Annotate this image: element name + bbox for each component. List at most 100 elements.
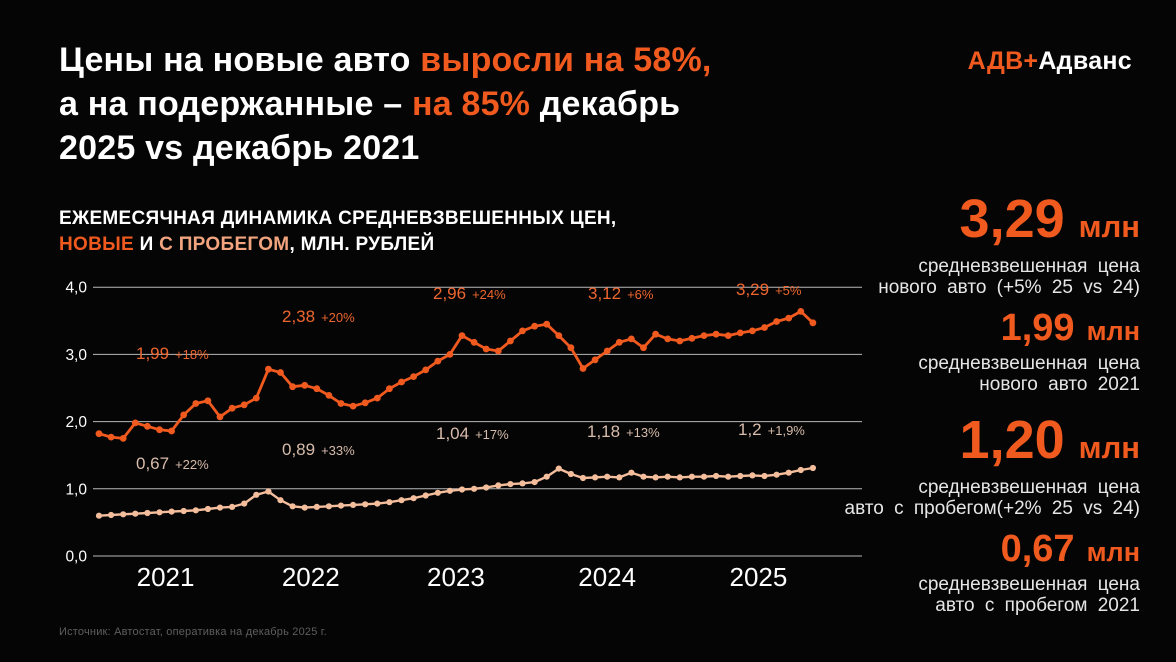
data-label: 1,99 +18% <box>136 344 209 364</box>
data-point <box>676 337 684 345</box>
data-point <box>615 338 623 346</box>
data-point <box>180 507 187 515</box>
data-point <box>519 327 526 335</box>
data-point <box>579 365 587 372</box>
data-point <box>543 320 551 328</box>
title-line: Цены на новые авто выросли на 58%, <box>59 38 712 82</box>
stat-value: 0,67 млн <box>845 527 1140 574</box>
data-label-percent: +22% <box>175 457 209 472</box>
data-point <box>458 332 466 339</box>
data-point <box>604 473 611 480</box>
data-point <box>616 474 623 481</box>
subtitle-line: ЕЖЕМЕСЯЧНАЯ ДИНАМИКА СРЕДНЕВЗВЕШЕННЫХ ЦЕ… <box>59 206 617 232</box>
x-tick-label: 2023 <box>427 562 485 592</box>
data-point <box>507 481 514 488</box>
data-point <box>531 479 538 486</box>
data-label-percent: +5% <box>775 283 802 298</box>
data-point <box>119 435 127 442</box>
data-point <box>688 334 696 342</box>
data-label-percent: +20% <box>321 310 355 325</box>
data-label-value: 2,96 <box>433 284 467 303</box>
data-label-percent: +13% <box>626 425 660 440</box>
data-point <box>495 482 502 489</box>
stat-number: 0,67 <box>1000 528 1075 570</box>
data-point <box>373 394 381 402</box>
data-point <box>277 497 284 504</box>
data-point <box>144 422 151 430</box>
data-point <box>386 385 393 393</box>
text-segment: декабрь <box>530 85 681 123</box>
data-point <box>349 402 357 410</box>
data-point <box>228 404 236 412</box>
data-label: 3,12 +6% <box>588 284 653 304</box>
stat-caption-line: средневзвешенная цена <box>918 353 1140 374</box>
data-point <box>676 474 683 481</box>
text-segment: И <box>134 234 160 255</box>
data-label: 0,67 +22% <box>136 454 209 474</box>
subtitle-line: НОВЫЕ И С ПРОБЕГОМ, МЛН. РУБЛЕЙ <box>59 232 617 258</box>
page-title: Цены на новые авто выросли на 58%, а на п… <box>59 38 712 170</box>
stats-panel: 3,29 млн средневзвешенная цена нового авто … <box>845 190 1140 624</box>
text-segment: С ПРОБЕГОМ <box>159 234 290 255</box>
stat-caption-line: нового авто (+5% 25 vs 24) <box>878 277 1140 298</box>
logo-adv-prefix: АДВ+ <box>967 47 1039 75</box>
data-point <box>216 413 224 421</box>
data-point <box>108 511 115 519</box>
data-point <box>797 308 805 315</box>
data-label: 1,04 +17% <box>436 424 509 444</box>
text-segment: а на подержанные – <box>59 85 412 123</box>
data-point <box>603 347 611 355</box>
data-point <box>120 511 127 518</box>
data-point <box>386 499 393 506</box>
data-point <box>229 503 236 510</box>
text-segment: НОВЫЕ <box>59 234 134 255</box>
logo-adv-name: Адванс <box>1038 47 1132 75</box>
data-point <box>422 492 429 499</box>
stat-item: 3,29 млн средневзвешенная цена нового авто … <box>845 190 1140 298</box>
data-label-percent: +24% <box>472 287 506 302</box>
title-line: 2025 vs декабрь 2021 <box>59 126 712 170</box>
data-label-value: 1,2 <box>738 420 762 439</box>
chart-subtitle: ЕЖЕМЕСЯЧНАЯ ДИНАМИКА СРЕДНЕВЗВЕШЕННЫХ ЦЕ… <box>59 206 617 258</box>
data-label: 3,29 +5% <box>736 280 801 300</box>
data-point <box>567 470 575 478</box>
data-point <box>168 508 175 515</box>
data-point <box>265 488 272 495</box>
data-point <box>289 383 296 391</box>
y-tick-label: 2,0 <box>65 414 87 431</box>
text-segment: ЕЖЕМЕСЯЧНАЯ ДИНАМИКА СРЕДНЕВЗВЕШЕННЫХ ЦЕ… <box>59 208 617 229</box>
stat-unit: млн <box>1078 209 1140 244</box>
data-point <box>301 381 309 389</box>
data-point <box>434 357 442 365</box>
data-point <box>446 351 454 358</box>
stat-value: 1,20 млн <box>845 411 1140 477</box>
data-point <box>325 392 333 399</box>
text-segment: Цены на новые авто <box>59 41 421 79</box>
data-point <box>252 394 260 402</box>
text-segment: на 85% <box>411 85 531 123</box>
data-point <box>144 509 151 517</box>
data-point <box>712 330 720 338</box>
data-point <box>592 474 599 481</box>
data-point <box>797 466 804 474</box>
x-tick-label: 2024 <box>578 562 636 592</box>
data-point <box>398 497 405 504</box>
data-point <box>337 502 345 509</box>
data-point <box>713 472 720 480</box>
data-point <box>773 471 780 478</box>
data-point <box>131 419 139 427</box>
text-segment: 2025 vs декабрь 2021 <box>59 129 420 167</box>
data-label: 0,89 +33% <box>282 440 355 460</box>
data-point <box>652 330 659 338</box>
stat-value: 1,99 млн <box>845 306 1140 353</box>
data-point <box>555 332 563 339</box>
x-tick-label: 2025 <box>730 562 788 592</box>
data-point <box>301 504 308 511</box>
data-point <box>785 314 793 322</box>
stat-item: 0,67 млн средневзвешенная цена авто с пробе… <box>845 527 1140 616</box>
data-point <box>700 332 708 339</box>
data-point <box>555 465 562 472</box>
data-point <box>458 486 466 493</box>
